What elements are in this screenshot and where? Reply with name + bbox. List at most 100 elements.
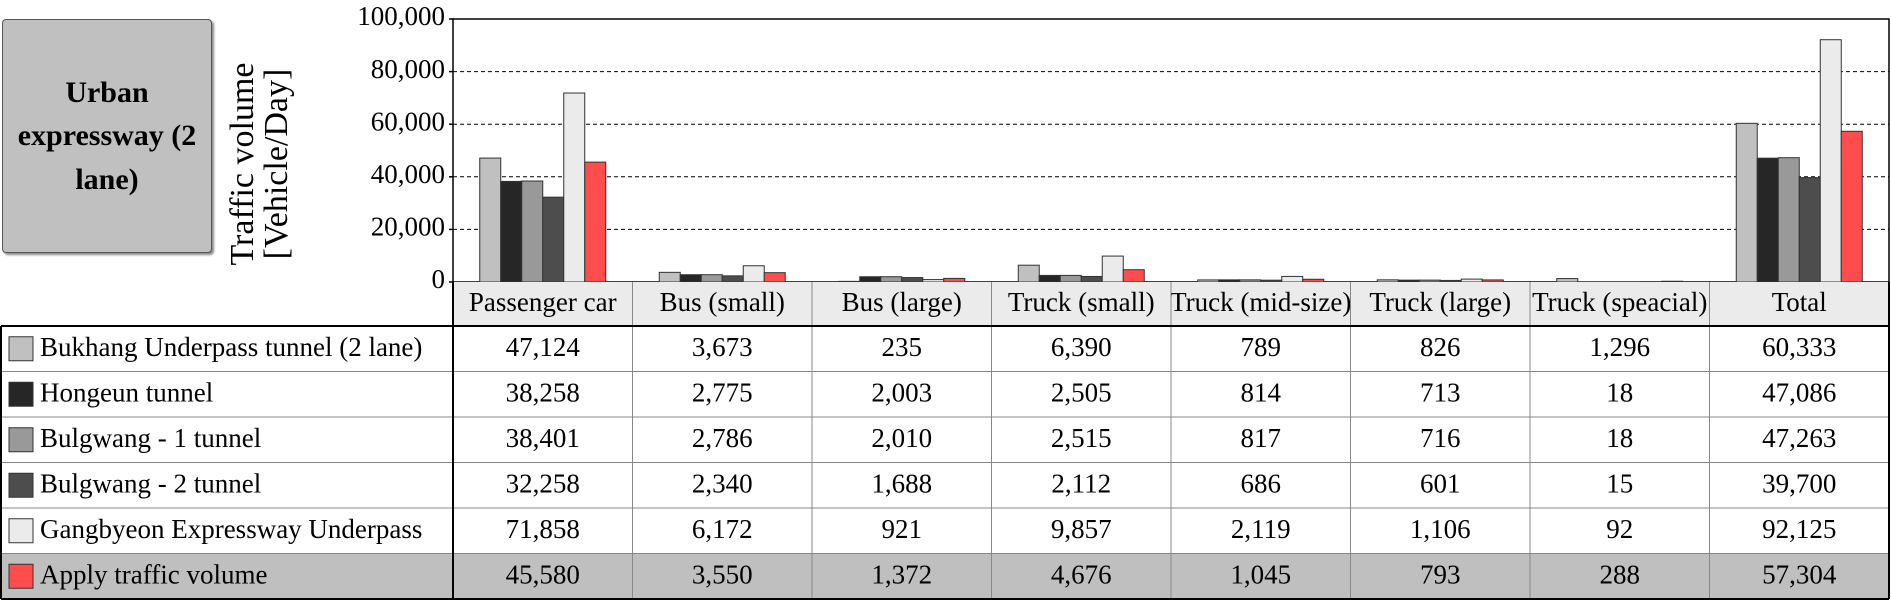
- category-label: Truck (mid-size): [1170, 287, 1351, 317]
- table-value: 921: [882, 514, 923, 544]
- bar: [479, 157, 502, 283]
- table-value: 47,263: [1762, 423, 1836, 453]
- legend-swatch: [8, 381, 34, 407]
- table-value: 1,372: [871, 559, 932, 589]
- bar: [1481, 279, 1504, 283]
- bar: [922, 279, 945, 283]
- table-value: 601: [1420, 468, 1461, 498]
- table-value: 235: [882, 332, 923, 362]
- table-value: 2,515: [1051, 423, 1112, 453]
- table-value: 817: [1241, 423, 1282, 453]
- bar: [542, 196, 565, 283]
- bar: [1218, 279, 1241, 283]
- table-value: 2,340: [692, 468, 753, 498]
- bar: [763, 272, 786, 283]
- bar: [1798, 177, 1821, 283]
- bar: [1122, 269, 1145, 283]
- table-value: 47,124: [506, 332, 581, 362]
- table-value: 15: [1606, 468, 1633, 498]
- bar: [1302, 278, 1325, 283]
- bar: [1819, 39, 1842, 283]
- bar: [563, 92, 586, 283]
- table-value: 32,258: [506, 468, 580, 498]
- table-value: 716: [1420, 423, 1461, 453]
- table-value: 2,119: [1231, 514, 1291, 544]
- table-value: 39,700: [1762, 468, 1836, 498]
- bar: [500, 180, 523, 283]
- table-value: 9,857: [1051, 514, 1112, 544]
- table-value: 789: [1241, 332, 1282, 362]
- title-box: Urban expressway (2 lane): [2, 19, 212, 253]
- table-value: 92: [1606, 514, 1633, 544]
- bar: [1777, 157, 1800, 283]
- table-value: 1,106: [1410, 514, 1471, 544]
- bar: [1101, 255, 1124, 283]
- table-value: 793: [1420, 559, 1461, 589]
- table-value: 1,045: [1230, 559, 1291, 589]
- plot-frame: [452, 18, 1890, 283]
- table-value: 814: [1241, 377, 1282, 407]
- series-name: Hongeun tunnel: [40, 377, 213, 407]
- table-value: 2,786: [692, 423, 753, 453]
- table-value: 2,003: [871, 377, 932, 407]
- y-tick-label: 80,000: [371, 54, 445, 84]
- table-value: 38,401: [506, 423, 580, 453]
- bar: [1080, 275, 1103, 283]
- legend-swatch: [8, 518, 34, 544]
- table-value: 18: [1606, 377, 1633, 407]
- bar: [880, 276, 903, 283]
- table-value: 2,505: [1051, 377, 1112, 407]
- bar: [1197, 279, 1220, 283]
- table-value: 4,676: [1051, 559, 1112, 589]
- category-label: Total: [1772, 287, 1827, 317]
- legend-swatch: [8, 563, 34, 589]
- bar: [584, 161, 607, 283]
- bar: [1038, 274, 1061, 283]
- table-value: 2,775: [692, 377, 753, 407]
- legend-swatch: [8, 336, 34, 362]
- bar: [1460, 278, 1483, 283]
- bar: [1260, 279, 1283, 283]
- series-name: Bulgwang - 2 tunnel: [40, 468, 261, 498]
- table-value: 686: [1241, 468, 1282, 498]
- bar: [521, 180, 544, 283]
- series-name: Gangbyeon Expressway Underpass: [40, 514, 422, 544]
- table-value: 92,125: [1762, 514, 1836, 544]
- bar: [1418, 279, 1441, 283]
- bar: [1840, 130, 1863, 283]
- table-value: 6,172: [692, 514, 753, 544]
- bar: [721, 275, 744, 283]
- category-label: Truck (large): [1369, 287, 1511, 317]
- bar: [943, 277, 966, 283]
- bar: [1756, 157, 1779, 283]
- table-value: 288: [1600, 559, 1641, 589]
- bar: [859, 276, 882, 283]
- bar: [1735, 122, 1758, 283]
- y-tick-label: 100,000: [357, 1, 445, 31]
- bar: [1281, 275, 1304, 283]
- table-value: 47,086: [1762, 377, 1836, 407]
- category-label: Bus (large): [842, 287, 962, 317]
- table-value: 45,580: [506, 559, 580, 589]
- bar: [1017, 264, 1040, 283]
- table-value: 38,258: [506, 377, 580, 407]
- table-value: 3,673: [692, 332, 753, 362]
- table-value: 826: [1420, 332, 1461, 362]
- series-name: Apply traffic volume: [40, 559, 267, 589]
- bar: [1376, 279, 1399, 283]
- bar: [901, 277, 924, 283]
- bar: [700, 274, 723, 283]
- table-value: 1,688: [871, 468, 932, 498]
- bar: [1397, 279, 1420, 283]
- series-name: Bukhang Underpass tunnel (2 lane): [40, 332, 422, 362]
- y-tick-label: 60,000: [371, 106, 445, 136]
- bar: [1059, 274, 1082, 283]
- y-tick-label: 20,000: [371, 212, 445, 242]
- table-value: 71,858: [506, 514, 580, 544]
- legend-swatch: [8, 427, 34, 453]
- table-value: 713: [1420, 377, 1461, 407]
- y-tick-label: 0: [432, 264, 446, 294]
- bar: [658, 271, 681, 283]
